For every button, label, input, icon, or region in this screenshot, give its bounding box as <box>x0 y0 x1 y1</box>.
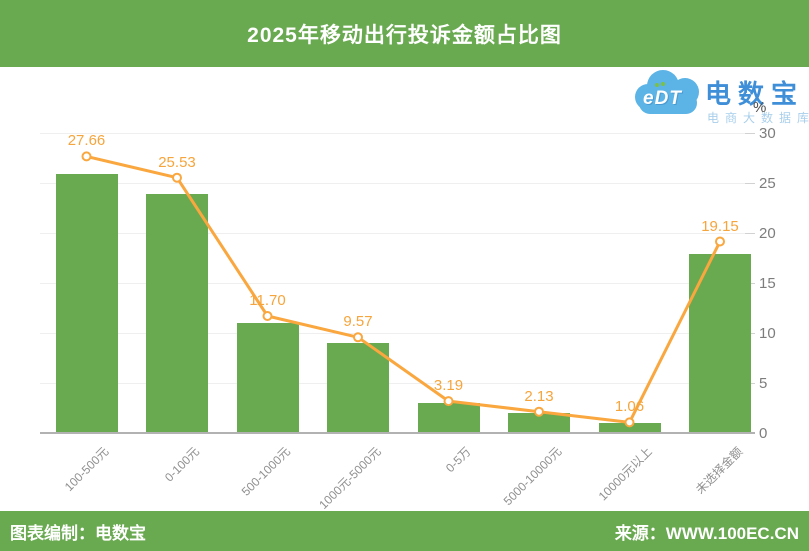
y-axis-tick <box>745 183 755 184</box>
y-axis-tick <box>745 333 755 334</box>
y-axis-tick-label: 10 <box>759 325 776 342</box>
data-value-label: 19.15 <box>701 217 739 235</box>
x-axis-category-label: 500-1000元 <box>238 444 293 499</box>
data-value-label: 2.13 <box>524 387 554 405</box>
logo-cloud-text: eDT <box>643 88 682 109</box>
x-axis-category-label: 1000元-5000元 <box>315 444 384 512</box>
edt-logo: eDT 电数宝 电商大数据库 <box>633 68 809 126</box>
y-axis-tick <box>745 133 755 134</box>
x-axis-category-label: 5000-10000元 <box>500 444 565 509</box>
bar <box>236 323 299 433</box>
gridline <box>40 233 745 234</box>
footer-source: 来源：WWW.100EC.CN <box>614 523 799 543</box>
line-marker <box>624 417 635 428</box>
line-marker <box>534 406 544 417</box>
data-value-label: 25.53 <box>158 153 196 171</box>
gridline <box>40 383 745 384</box>
bar <box>327 343 389 433</box>
x-axis-category-label: 0-100元 <box>162 444 203 485</box>
header-bar: 2025年移动出行投诉金额占比图 <box>0 0 809 67</box>
chart-title: 2025年移动出行投诉金额占比图 <box>247 23 562 47</box>
data-value-label: 11.70 <box>249 292 286 309</box>
y-axis-tick-label: 5 <box>759 375 768 392</box>
gridline <box>40 283 745 284</box>
gridline <box>40 333 745 334</box>
bar <box>146 194 208 433</box>
line-marker <box>172 172 182 183</box>
x-axis-category-label: 未选择金额 <box>692 444 746 497</box>
data-value-label: 27.66 <box>67 132 106 150</box>
y-axis-tick-label: 20 <box>759 225 776 242</box>
cloud-logo-icon: eDT <box>635 70 701 116</box>
gridline <box>40 183 745 184</box>
x-axis-category-label: 0-5万 <box>443 444 474 476</box>
line-marker <box>715 236 725 247</box>
line-marker <box>262 311 273 321</box>
data-value-label: 9.57 <box>343 313 373 331</box>
y-axis-tick-label: 0 <box>759 425 768 442</box>
bar <box>598 423 661 433</box>
y-axis-tick <box>745 233 755 234</box>
logo-brand-text: 电数宝 <box>705 79 805 109</box>
line-marker <box>443 396 454 407</box>
logo-subtitle-text: 电商大数据库 <box>707 111 809 125</box>
line-marker <box>353 332 363 343</box>
y-axis-tick-label: 30 <box>759 125 776 142</box>
footer-credit: 图表编制：电数宝 <box>10 523 146 543</box>
y-axis-tick <box>745 283 755 284</box>
x-axis-category-label: 100-500元 <box>62 444 112 494</box>
footer-bar: 图表编制：电数宝 来源：WWW.100EC.CN <box>0 511 809 551</box>
y-axis-tick-label: 15 <box>759 275 776 292</box>
x-axis-line <box>40 432 755 434</box>
bar <box>689 253 751 433</box>
y-axis-tick-label: 25 <box>759 175 776 192</box>
data-value-label: 3.19 <box>433 377 464 395</box>
x-axis-category-label: 10000元以上 <box>595 444 655 504</box>
line-path <box>86 154 722 424</box>
bar <box>55 174 118 433</box>
bar <box>417 403 480 433</box>
bar <box>508 413 570 433</box>
data-value-label: 1.06 <box>614 398 645 416</box>
y-axis-tick <box>745 383 755 384</box>
gridline <box>40 133 745 134</box>
y-axis-tick <box>745 433 755 434</box>
line-marker <box>81 151 92 162</box>
